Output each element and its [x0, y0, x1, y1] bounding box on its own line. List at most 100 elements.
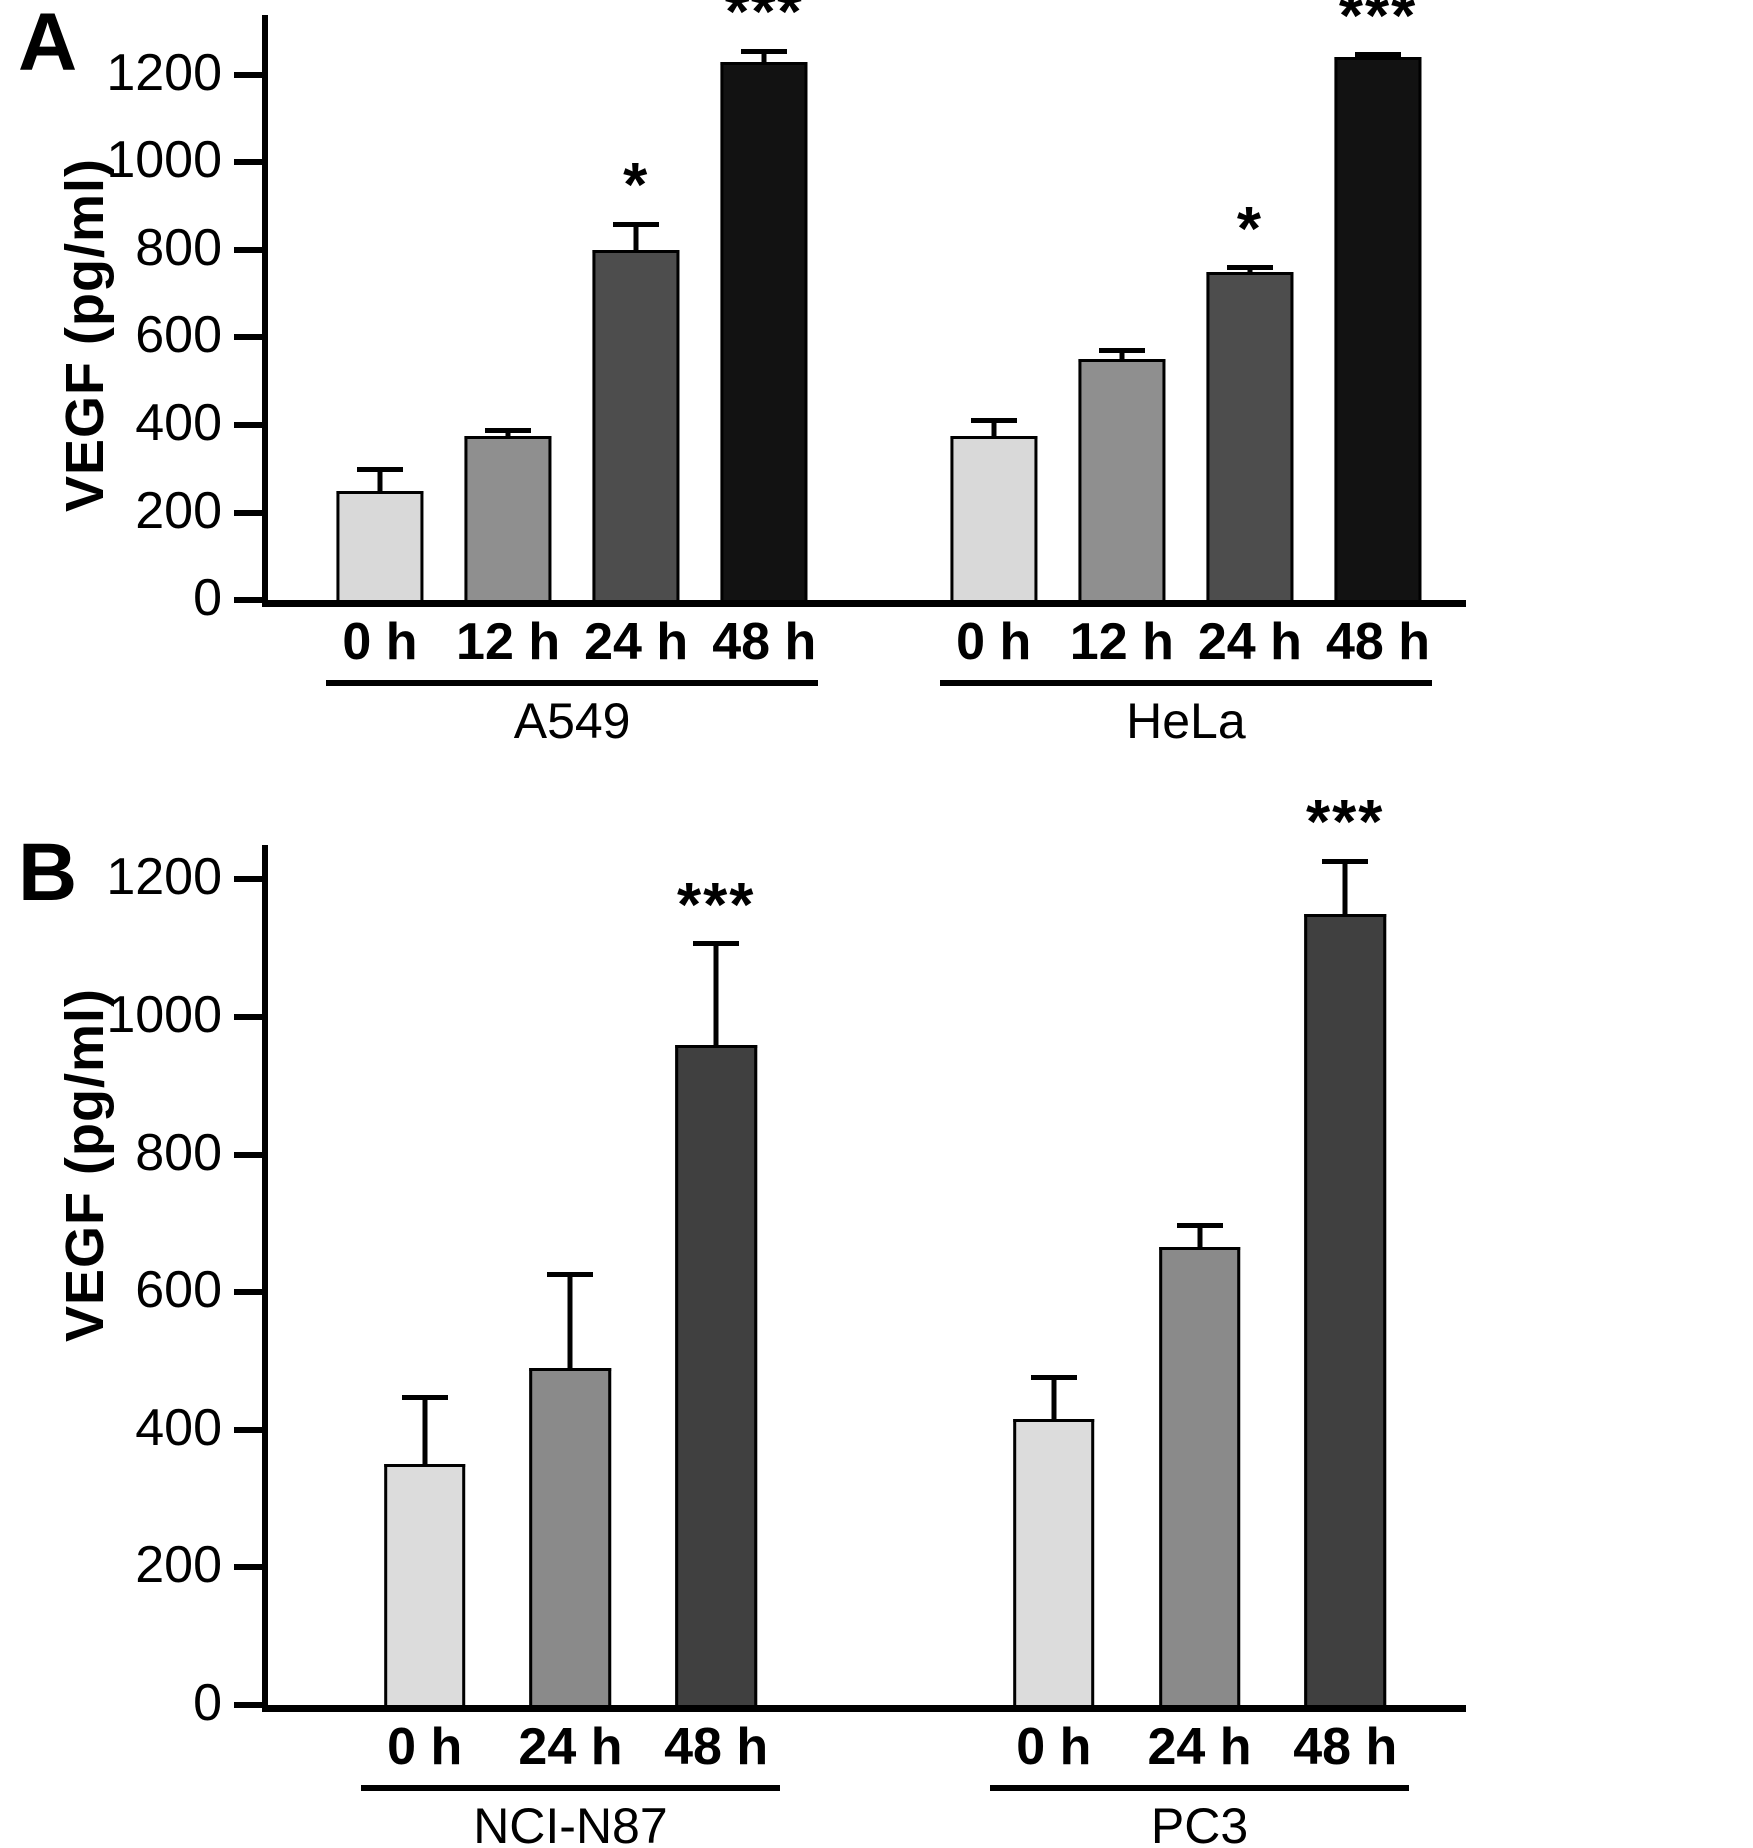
- group-label: NCI-N87: [473, 1798, 668, 1848]
- error-bar-cap: [613, 221, 660, 227]
- error-bar-cap: [1322, 858, 1369, 864]
- x-tick-label: 48 h: [1326, 613, 1431, 671]
- error-bar: [1098, 348, 1145, 360]
- x-tick-label: 48 h: [1293, 1718, 1398, 1776]
- x-tick-label: 12 h: [1069, 613, 1174, 671]
- y-axis-tick: [234, 1426, 262, 1433]
- bar-group-hela: 0 h 12 h 24 h * 48 h *** HeLa: [930, 0, 1442, 746]
- error-bar: [970, 418, 1017, 436]
- bar-group-a549: 0 h 12 h 24 h * 48 h *** A549: [316, 0, 828, 746]
- error-bar: [485, 428, 532, 436]
- group-label: A549: [513, 693, 631, 749]
- y-tick-label: 1200: [106, 43, 222, 102]
- error-bar: [613, 221, 660, 250]
- significance-label: *: [1236, 194, 1263, 264]
- bar-slot: 12 h: [444, 15, 572, 668]
- x-tick-label: 24 h: [518, 1718, 623, 1776]
- y-tick-label: 1200: [106, 848, 222, 907]
- group-underline: [360, 1785, 781, 1791]
- error-bar: [741, 48, 788, 62]
- bar-slot: 0 h: [981, 845, 1127, 1773]
- y-tick-label: 0: [193, 1674, 222, 1732]
- bar-slot: 24 h: [498, 845, 644, 1773]
- bar-slot: 48 h ***: [1314, 0, 1442, 668]
- error-bar: [356, 466, 403, 491]
- error-bar: [547, 1271, 594, 1368]
- bar-slot: 0 h: [316, 15, 444, 668]
- group-label: PC3: [1150, 1798, 1249, 1848]
- y-tick-label: 600: [135, 1261, 222, 1320]
- error-bar-stem: [761, 48, 767, 62]
- bar-0h: [950, 435, 1038, 600]
- error-bar-stem: [567, 1271, 573, 1368]
- bar-slot: 24 h: [1127, 845, 1273, 1773]
- y-axis-tick: [234, 876, 262, 883]
- bar-24h: [1206, 271, 1294, 600]
- y-tick-label: 800: [135, 218, 222, 277]
- bar-0h: [383, 1464, 466, 1705]
- panel-a-letter: A: [18, 0, 78, 88]
- y-tick-label: 800: [135, 1123, 222, 1182]
- y-tick-label: 200: [135, 481, 222, 540]
- y-tick-label: 1000: [106, 986, 222, 1044]
- bar-24h: [592, 249, 680, 600]
- error-bar-cap: [1176, 1223, 1223, 1229]
- group-underline: [989, 1785, 1410, 1791]
- bar-slot: 0 h: [352, 845, 498, 1773]
- error-bar-cap: [1355, 52, 1402, 58]
- x-tick-label: 48 h: [664, 1718, 769, 1776]
- y-tick-label: 400: [135, 393, 222, 452]
- bar-12h: [464, 435, 552, 600]
- x-tick-label: 48 h: [712, 613, 817, 671]
- panel-a-plot: 0 200 400 600 800 1000 1200 0 h 12 h 24 h * 48 h ***…: [106, 0, 1466, 746]
- bar-slot: 48 h ***: [1272, 792, 1418, 1773]
- bar-slot: 24 h *: [572, 15, 700, 668]
- bar-slot: 24 h *: [1186, 15, 1314, 668]
- bar-24h: [529, 1367, 612, 1705]
- x-tick-label: 0 h: [1016, 1718, 1092, 1776]
- error-bar: [1355, 52, 1402, 58]
- error-bar-cap: [1030, 1374, 1077, 1380]
- significance-label: ***: [1338, 0, 1418, 51]
- significance-label: *: [623, 151, 650, 221]
- group-underline: [939, 680, 1432, 686]
- y-axis-tick: [234, 334, 262, 341]
- error-bar-cap: [693, 941, 740, 947]
- error-bar-cap: [1098, 348, 1145, 354]
- y-axis-tick: [234, 1014, 262, 1020]
- x-tick-label: 24 h: [1147, 1718, 1252, 1776]
- y-axis-tick: [234, 1702, 262, 1708]
- bar-48h: [1304, 913, 1387, 1705]
- error-bar: [1322, 858, 1369, 914]
- y-tick-label: 600: [135, 306, 222, 365]
- bar-slot: 12 h: [1058, 15, 1186, 668]
- bar-48h: [675, 1044, 757, 1705]
- error-bar-stem: [713, 941, 719, 1045]
- y-axis-tick: [234, 1289, 262, 1296]
- bar-0h: [1013, 1419, 1095, 1705]
- significance-label: ***: [676, 870, 756, 940]
- bar-48h: [1334, 57, 1422, 600]
- error-bar-cap: [485, 428, 532, 434]
- error-bar-stem: [422, 1395, 428, 1465]
- x-tick-label: 24 h: [1197, 613, 1302, 671]
- y-tick-label: 1000: [106, 131, 222, 190]
- y-tick-label: 0: [193, 569, 222, 627]
- error-bar-stem: [377, 466, 383, 491]
- group-underline: [326, 680, 819, 686]
- error-bar-cap: [1226, 265, 1273, 271]
- x-tick-label: 0 h: [342, 613, 418, 671]
- y-axis-tick: [234, 509, 262, 516]
- bar-slot: 0 h: [930, 15, 1058, 668]
- significance-label: ***: [1306, 788, 1385, 858]
- error-bar: [1176, 1223, 1223, 1248]
- error-bar-cap: [547, 1271, 594, 1277]
- error-bar-cap: [970, 418, 1017, 424]
- x-tick-label: 0 h: [387, 1718, 463, 1776]
- error-bar: [1030, 1374, 1077, 1420]
- error-bar-stem: [633, 221, 639, 250]
- y-axis-tick: [234, 1564, 262, 1571]
- bar-48h: [720, 61, 808, 600]
